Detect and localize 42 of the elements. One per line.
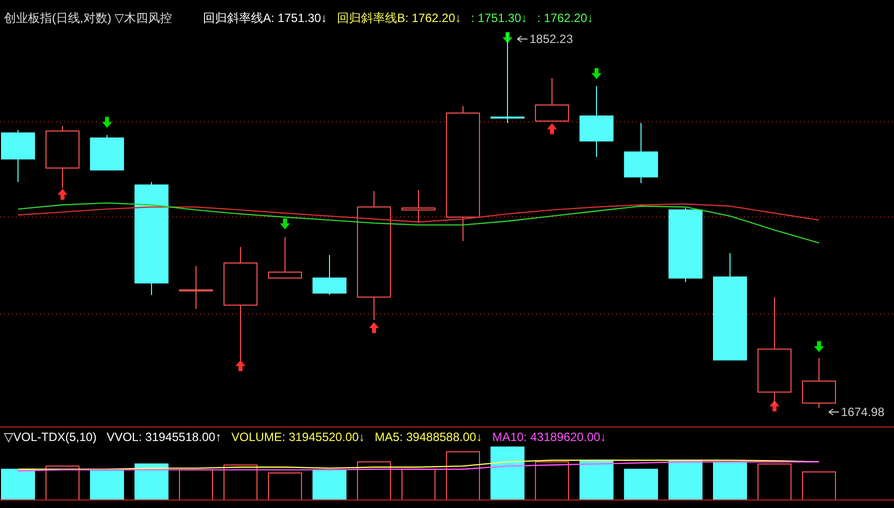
text: 回归斜率线A: 1751.30↓ (203, 11, 328, 25)
bar (268, 472, 302, 500)
point (770, 400, 780, 412)
bar (357, 461, 391, 500)
text: MA10: 43189620.00↓ (492, 430, 606, 444)
chart-title: 创业板指(日线,对数) ▽木四风控 (4, 11, 172, 25)
bar (1, 468, 35, 500)
bar (535, 461, 569, 500)
text: 回归斜率线B: 1762.20↓ (337, 11, 462, 25)
candlestick (402, 190, 436, 224)
bar (580, 460, 614, 500)
point (236, 360, 246, 372)
bar (446, 451, 480, 500)
bar (624, 468, 658, 500)
point (280, 218, 290, 230)
text: VOLUME: 31945520.00↓ (231, 430, 365, 444)
bar (490, 446, 524, 500)
bar (713, 461, 747, 500)
bar (134, 463, 168, 500)
point (592, 68, 602, 80)
annotation: 1674.98 (841, 405, 885, 419)
bar (312, 469, 346, 500)
bar (668, 460, 702, 500)
text: MA5: 39488588.00↓ (374, 430, 482, 444)
bar (90, 470, 124, 500)
point (814, 341, 824, 352)
bar (46, 466, 80, 500)
bar (224, 464, 258, 500)
candlestick (179, 265, 213, 310)
annotation: 1852.23 (530, 32, 574, 46)
bar (402, 468, 436, 500)
text: : 1751.30↓ (471, 11, 528, 25)
point (547, 123, 557, 134)
point (58, 188, 68, 200)
text: ▽VOL-TDX(5,10) (4, 430, 97, 444)
text: VVOL: 31945518.00↑ (106, 430, 222, 444)
bar (802, 471, 836, 500)
text: : 1762.20↓ (537, 11, 594, 25)
bar (179, 469, 213, 500)
point (369, 322, 379, 334)
bar (758, 463, 792, 500)
point (102, 116, 112, 128)
